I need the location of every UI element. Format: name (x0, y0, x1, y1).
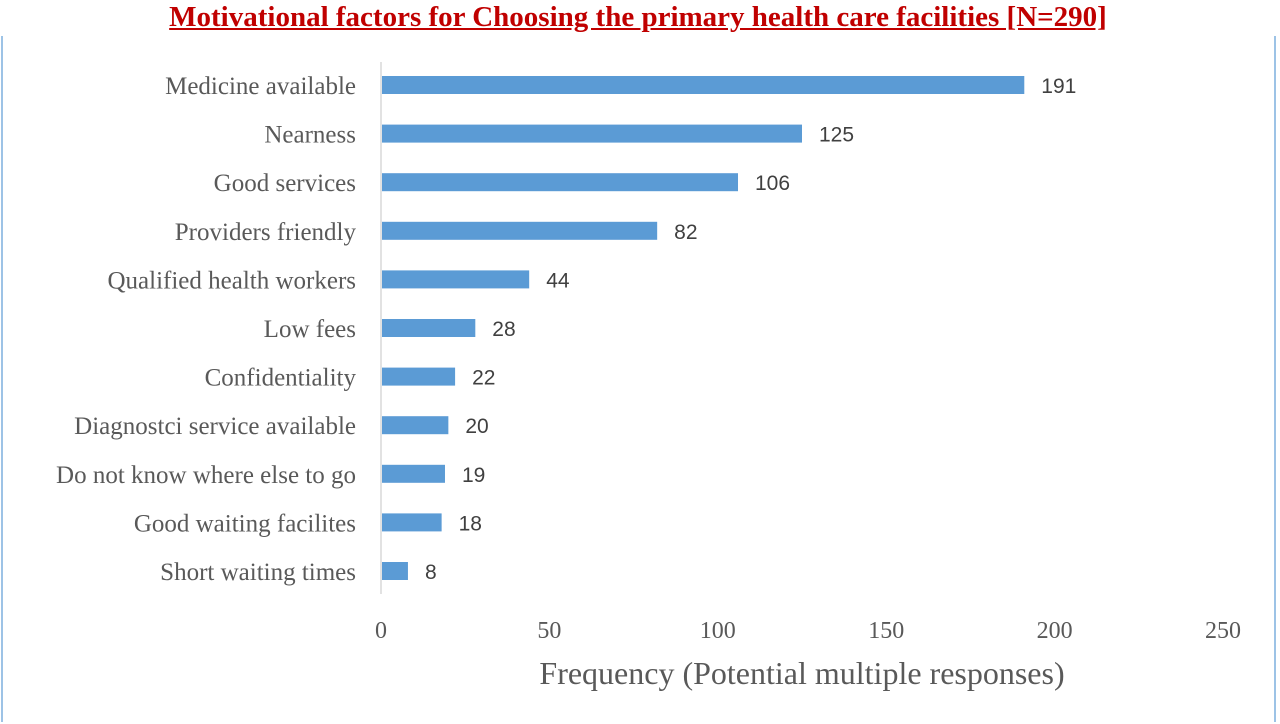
x-tick-label: 150 (868, 618, 904, 644)
category-label: Medicine available (165, 73, 356, 100)
category-label: Short waiting times (160, 559, 356, 586)
bar (382, 76, 1025, 94)
category-label: Good services (214, 170, 356, 197)
bar (382, 367, 456, 386)
bar (382, 464, 445, 483)
x-tick-label: 100 (700, 618, 736, 644)
x-tick-label: 0 (375, 618, 387, 644)
bar (382, 513, 442, 532)
data-label: 44 (546, 269, 570, 292)
data-label: 19 (462, 464, 485, 487)
bar (382, 562, 408, 580)
bars-group (382, 76, 1025, 580)
category-labels-group: Medicine available Nearness Good services P… (56, 73, 356, 586)
category-label: Do not know where else to go (56, 462, 356, 489)
data-label: 8 (425, 561, 437, 584)
bar (382, 416, 449, 435)
bar (382, 221, 658, 240)
data-label: 106 (755, 172, 790, 195)
data-label: 20 (465, 415, 488, 438)
data-label: 125 (819, 124, 854, 147)
chart-frame (1, 36, 1276, 722)
data-label: 191 (1041, 75, 1076, 98)
category-label: Qualified health workers (107, 267, 356, 294)
bar (382, 319, 476, 337)
category-label: Confidentiality (205, 365, 357, 392)
data-label: 82 (674, 221, 697, 244)
bar (382, 124, 802, 143)
category-label: Diagnostci service available (74, 413, 356, 440)
x-tick-label: 50 (537, 618, 561, 644)
category-label: Nearness (264, 122, 356, 149)
category-label: Providers friendly (175, 219, 357, 246)
category-label: Low fees (264, 316, 356, 343)
bar (382, 270, 530, 289)
x-tick-labels-group: 0 50 100 150 200 250 (375, 618, 1241, 644)
category-label: Good waiting facilites (134, 510, 356, 537)
x-tick-label: 250 (1205, 618, 1241, 644)
x-axis-title: Frequency (Potential multiple responses) (539, 655, 1064, 691)
data-label: 28 (492, 318, 515, 341)
data-label: 22 (472, 367, 495, 390)
data-label: 18 (459, 512, 482, 535)
data-labels-group: 191 125 106 82 44 28 22 20 19 18 8 (425, 75, 1076, 584)
x-tick-label: 200 (1037, 618, 1073, 644)
chart-title: Motivational factors for Choosing the pr… (169, 1, 1107, 33)
bar (382, 173, 739, 192)
